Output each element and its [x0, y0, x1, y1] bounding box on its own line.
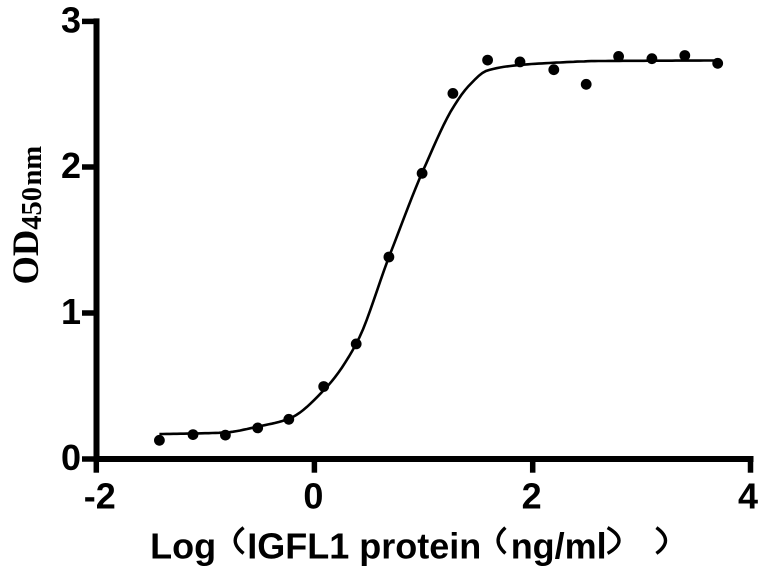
svg-text:3: 3	[61, 0, 81, 40]
svg-text:2: 2	[61, 145, 81, 186]
svg-text:OD450nm: OD450nm	[5, 146, 48, 285]
svg-text:1: 1	[61, 291, 81, 332]
svg-text:4: 4	[738, 476, 758, 517]
svg-text:IGFL1 protein: IGFL1 protein	[247, 526, 481, 567]
svg-text:2: 2	[522, 476, 542, 517]
svg-text:Log: Log	[150, 526, 216, 567]
svg-text:0: 0	[61, 437, 81, 478]
svg-text:0: 0	[303, 476, 323, 517]
svg-text:-2: -2	[84, 476, 116, 517]
svg-text:ng/ml: ng/ml	[511, 526, 607, 567]
